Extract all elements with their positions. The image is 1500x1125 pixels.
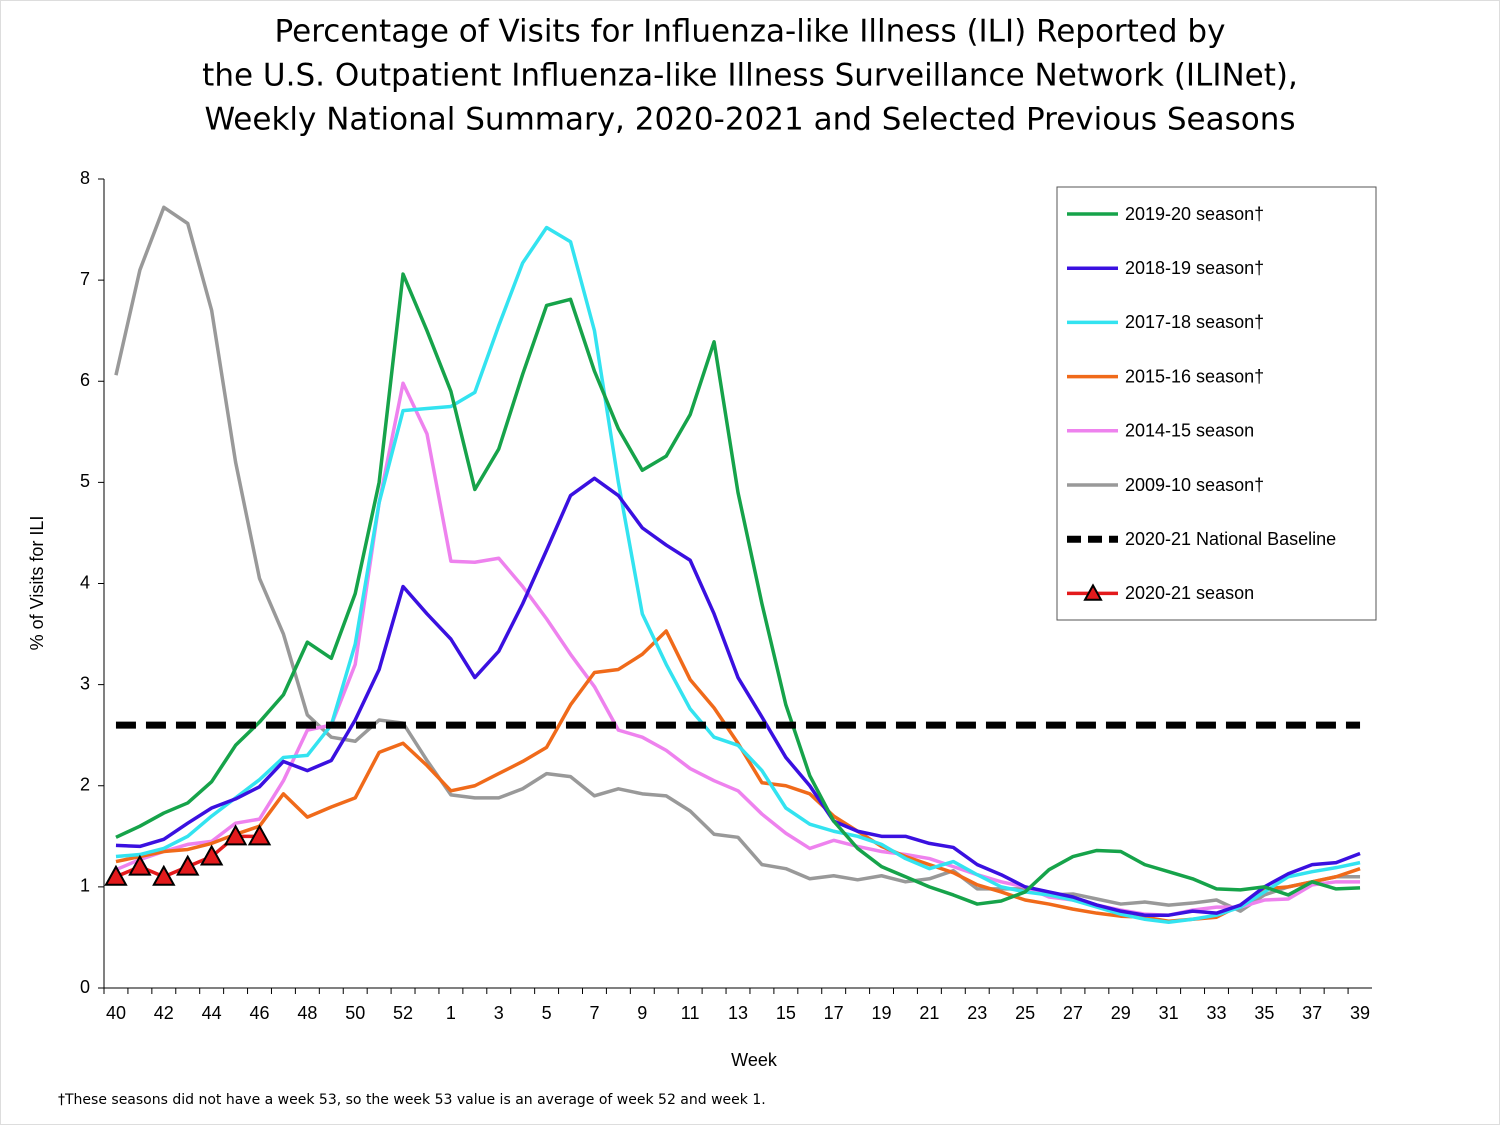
- legend-label: 2020-21 National Baseline: [1125, 529, 1336, 549]
- legend-label: 2020-21 season: [1125, 583, 1254, 603]
- x-tick-label: 23: [967, 1003, 987, 1023]
- x-tick-label: 3: [494, 1003, 504, 1023]
- x-tick-label: 31: [1159, 1003, 1179, 1023]
- y-tick-label: 8: [80, 168, 90, 188]
- legend-label: 2015-16 season†: [1125, 366, 1264, 386]
- x-tick-label: 9: [637, 1003, 647, 1023]
- marker: [152, 864, 176, 886]
- marker: [176, 854, 200, 876]
- y-tick-label: 5: [80, 471, 90, 491]
- chart-title: Percentage of Visits for Influenza-like …: [275, 14, 1226, 50]
- y-tick-label: 2: [80, 775, 90, 795]
- x-tick-label: 33: [1206, 1003, 1226, 1023]
- x-tick-label: 44: [202, 1003, 222, 1023]
- y-axis-label: % of Visits for ILI: [27, 516, 47, 651]
- legend-label: 2009-10 season†: [1125, 475, 1264, 495]
- x-tick-label: 13: [728, 1003, 748, 1023]
- x-tick-label: 19: [872, 1003, 892, 1023]
- x-tick-label: 29: [1111, 1003, 1131, 1023]
- legend-label: 2019-20 season†: [1125, 204, 1264, 224]
- chart-title: the U.S. Outpatient Influenza-like Illne…: [202, 58, 1298, 94]
- series-line: [115, 476, 1361, 917]
- x-tick-label: 48: [297, 1003, 317, 1023]
- legend-box: [1056, 186, 1377, 621]
- x-tick-label: 25: [1015, 1003, 1035, 1023]
- series-line: [114, 205, 1361, 913]
- x-tick-label: 17: [824, 1003, 844, 1023]
- footnote: †These seasons did not have a week 53, s…: [58, 1092, 766, 1108]
- x-tick-label: 50: [345, 1003, 365, 1023]
- y-tick-label: 4: [80, 572, 90, 592]
- legend-marker: [1083, 583, 1103, 601]
- series-line: [115, 272, 1361, 906]
- y-tick-label: 6: [80, 370, 90, 390]
- y-tick-label: 7: [80, 269, 90, 289]
- marker: [128, 854, 152, 876]
- marker: [223, 824, 248, 846]
- x-tick-label: 46: [249, 1003, 269, 1023]
- x-tick-label: 15: [776, 1003, 796, 1023]
- x-tick-label: 39: [1350, 1003, 1370, 1023]
- x-tick-label: 42: [154, 1003, 174, 1023]
- chart-title: Weekly National Summary, 2020-2021 and S…: [204, 102, 1295, 138]
- legend-label: 2018-19 season†: [1125, 258, 1264, 278]
- marker: [247, 824, 272, 846]
- x-tick-label: 27: [1063, 1003, 1083, 1023]
- x-tick-label: 52: [393, 1003, 413, 1023]
- x-tick-label: 40: [106, 1003, 126, 1023]
- x-tick-label: 37: [1302, 1003, 1322, 1023]
- series-line: [115, 225, 1361, 925]
- x-tick-label: 5: [542, 1003, 552, 1023]
- y-tick-label: 1: [80, 876, 90, 896]
- legend-label: 2014-15 season: [1125, 421, 1254, 441]
- marker: [104, 864, 128, 886]
- x-tick-label: 1: [446, 1003, 456, 1023]
- y-tick-label: 0: [80, 977, 90, 997]
- marker: [199, 844, 224, 866]
- x-axis-label: Week: [731, 1050, 778, 1070]
- legend-label: 2017-18 season†: [1125, 312, 1264, 332]
- x-tick-label: 35: [1254, 1003, 1274, 1023]
- x-tick-label: 7: [589, 1003, 599, 1023]
- x-tick-label: 11: [681, 1003, 700, 1023]
- x-tick-label: 21: [919, 1003, 939, 1023]
- y-tick-label: 3: [80, 673, 90, 693]
